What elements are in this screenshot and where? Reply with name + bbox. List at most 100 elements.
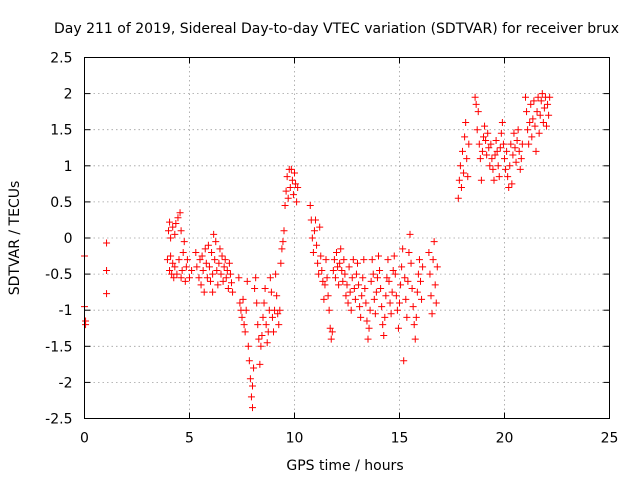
data-point — [255, 335, 263, 343]
data-point — [368, 256, 376, 264]
data-point — [482, 137, 490, 145]
data-point — [103, 290, 111, 298]
data-point — [277, 259, 285, 267]
data-point — [207, 277, 214, 285]
data-point — [203, 274, 211, 282]
data-point — [308, 234, 316, 242]
data-point — [390, 252, 398, 260]
data-point — [385, 277, 393, 285]
data-point — [337, 245, 345, 253]
data-point — [506, 162, 514, 170]
data-point — [169, 259, 177, 267]
data-point — [480, 133, 487, 141]
data-point — [165, 227, 172, 235]
data-point — [493, 147, 501, 155]
data-point — [401, 274, 409, 282]
data-point — [503, 147, 511, 155]
data-point — [502, 165, 510, 173]
data-point — [316, 223, 324, 231]
data-point — [413, 288, 421, 296]
data-point — [490, 176, 498, 184]
data-point — [180, 238, 188, 246]
data-point — [360, 256, 368, 264]
x-tick-label: 25 — [601, 431, 619, 447]
data-point — [472, 100, 480, 108]
data-point — [172, 220, 180, 228]
data-point — [471, 93, 479, 101]
gridlines — [84, 57, 610, 419]
data-point — [336, 259, 344, 267]
data-point — [417, 277, 424, 285]
data-point — [244, 342, 252, 350]
data-point — [349, 256, 357, 264]
data-point — [258, 331, 266, 339]
data-point — [350, 285, 358, 293]
data-point — [398, 263, 406, 271]
chart-title: Day 211 of 2019, Sidereal Day-to-day VTE… — [54, 21, 619, 37]
data-point — [261, 285, 269, 293]
data-point — [216, 245, 224, 253]
data-point — [275, 321, 283, 329]
data-point — [179, 248, 187, 256]
data-point — [315, 270, 323, 278]
data-point — [545, 111, 553, 119]
data-point — [508, 180, 516, 188]
data-point — [260, 299, 268, 307]
y-tick-labels: -2.5 -2 -1.5 -1 -0.5 0 0.5 1 1.5 2 2.5 — [45, 51, 72, 428]
data-point — [347, 306, 355, 314]
data-point — [523, 108, 531, 116]
data-point — [501, 155, 508, 163]
data-point — [200, 288, 208, 296]
data-point — [175, 256, 183, 264]
data-point — [516, 165, 524, 173]
data-point — [209, 270, 217, 278]
data-point — [461, 133, 469, 141]
data-points — [81, 90, 554, 412]
data-point — [534, 93, 542, 101]
data-point — [418, 295, 426, 303]
y-tick-label: 0 — [64, 231, 73, 247]
data-point — [222, 274, 230, 282]
data-point — [241, 328, 249, 336]
data-point — [220, 263, 228, 271]
data-point — [526, 118, 534, 126]
data-point — [376, 266, 384, 274]
data-point — [484, 129, 492, 137]
data-point — [259, 313, 267, 321]
data-point — [346, 288, 354, 296]
data-point — [238, 313, 246, 321]
data-point — [239, 295, 247, 303]
data-point — [321, 281, 329, 289]
x-tick-label: 10 — [286, 431, 304, 447]
data-point — [254, 321, 262, 329]
data-point — [359, 274, 367, 282]
data-point — [103, 239, 111, 247]
data-point — [491, 151, 499, 159]
data-point — [344, 299, 352, 307]
data-point — [525, 140, 533, 148]
data-point — [177, 274, 185, 282]
data-point — [291, 169, 298, 177]
axis-ticks — [84, 57, 610, 419]
data-point — [408, 285, 416, 293]
data-point — [221, 256, 229, 264]
data-point — [352, 270, 360, 278]
data-point — [166, 266, 174, 274]
data-point — [356, 303, 364, 311]
data-point — [245, 357, 253, 365]
data-point — [462, 118, 470, 126]
data-point — [103, 266, 111, 274]
data-point — [455, 176, 463, 184]
data-point — [492, 137, 500, 145]
data-point — [174, 214, 182, 222]
data-point — [460, 169, 468, 177]
data-point — [274, 310, 282, 318]
data-point — [495, 173, 503, 181]
data-point — [391, 270, 399, 278]
data-point — [204, 241, 212, 249]
data-point — [539, 118, 547, 126]
data-point — [371, 310, 379, 318]
data-point — [171, 263, 179, 271]
data-point — [166, 218, 174, 226]
y-tick-label: -0.5 — [45, 267, 72, 283]
